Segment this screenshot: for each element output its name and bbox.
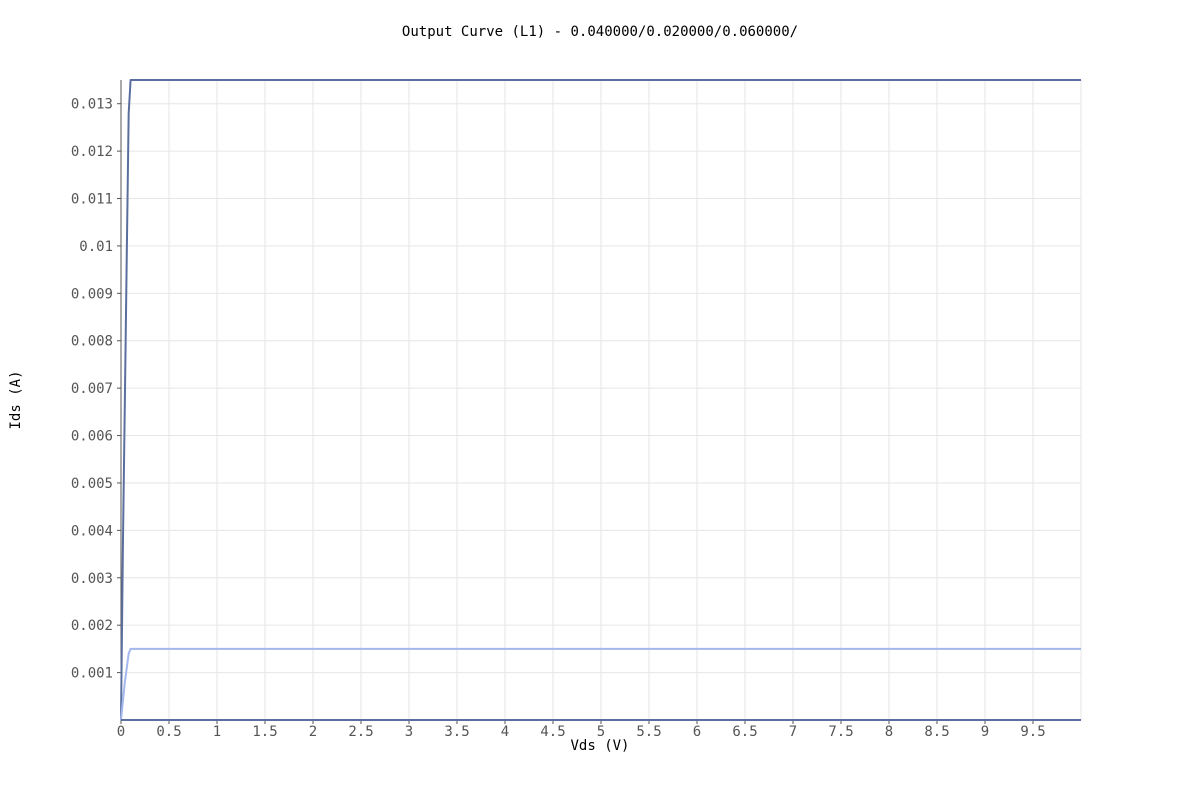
x-tick-label: 3.5 [444, 724, 469, 740]
series-layer [120, 79, 1081, 721]
axes [117, 80, 1081, 724]
x-tick-label: 9 [981, 724, 989, 740]
x-tick-label: 5 [597, 724, 605, 740]
y-tick-label: 0.003 [71, 571, 113, 587]
series-line-2 [120, 647, 1081, 721]
y-tick-label: 0.013 [71, 97, 113, 113]
y-tick-label: 0.012 [71, 144, 113, 160]
x-tick-label: 2.5 [348, 724, 373, 740]
y-tick-label: 0.001 [71, 666, 113, 682]
x-tick-label: 1.5 [252, 724, 277, 740]
x-tick-label: 5.5 [636, 724, 661, 740]
y-tick-label: 0.01 [79, 239, 113, 255]
y-tick-label: 0.007 [71, 381, 113, 397]
x-tick-label: 3 [405, 724, 413, 740]
x-tick-label: 9.5 [1020, 724, 1045, 740]
x-tick-label: 6 [693, 724, 701, 740]
grid [121, 80, 1082, 720]
y-tick-labels: 0.001 0.002 0.003 0.004 0.005 0.006 0.007 0.008… [71, 97, 113, 682]
x-tick-label: 4.5 [540, 724, 565, 740]
x-tick-label: 0 [117, 724, 125, 740]
x-axis-label: Vds (V) [570, 738, 629, 754]
x-tick-label: 7 [789, 724, 797, 740]
chart-title: Output Curve (L1) - 0.040000/0.020000/0.… [402, 24, 798, 40]
x-tick-label: 6.5 [732, 724, 757, 740]
x-tick-label: 0.5 [156, 724, 181, 740]
x-tick-label: 1 [213, 724, 221, 740]
x-tick-label: 4 [501, 724, 509, 740]
y-tick-label: 0.002 [71, 618, 113, 634]
y-tick-label: 0.006 [71, 429, 113, 445]
y-tick-label: 0.009 [71, 286, 113, 302]
x-tick-labels: 0 0.5 1 1.5 2 2.5 3 3.5 4 4.5 5 5.5 6 6.5 7 7.5 8 8.5 9 9.5 [117, 724, 1046, 740]
series-line-1 [120, 79, 1081, 721]
y-tick-label: 0.011 [71, 192, 113, 208]
y-axis-label: Ids (A) [8, 370, 24, 429]
x-tick-label: 2 [309, 724, 317, 740]
x-tick-label: 7.5 [828, 724, 853, 740]
x-tick-label: 8 [885, 724, 893, 740]
y-tick-label: 0.004 [71, 523, 113, 539]
y-tick-label: 0.008 [71, 334, 113, 350]
y-tick-label: 0.005 [71, 476, 113, 492]
x-tick-label: 8.5 [924, 724, 949, 740]
